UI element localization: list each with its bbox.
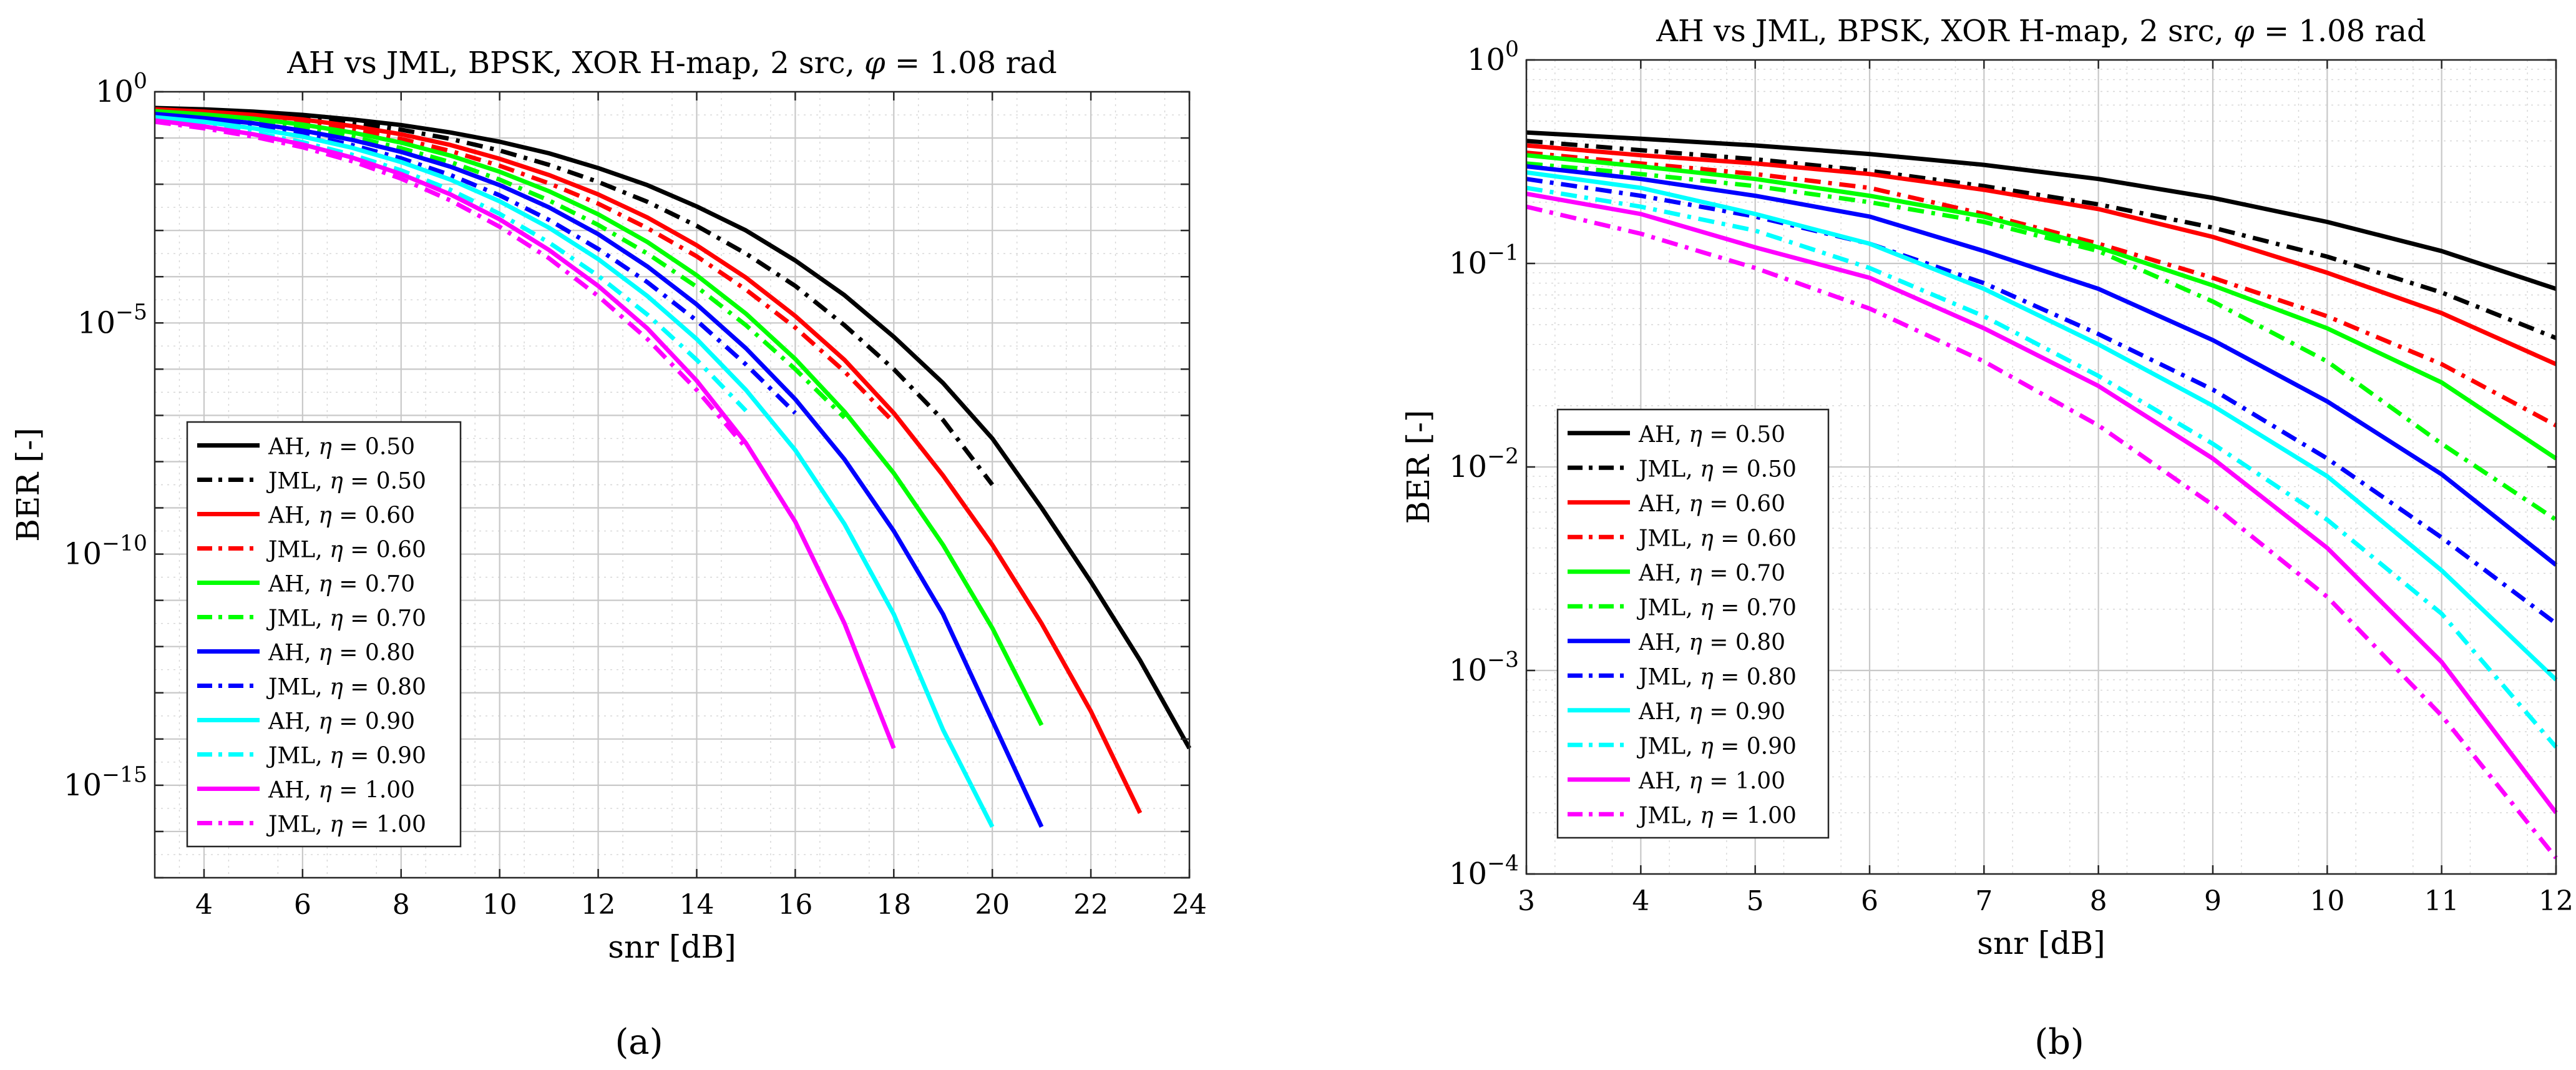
legend-entry: AH, η = 1.00 [1638,768,1785,794]
legend-entry: JML, η = 0.60 [1636,526,1797,551]
legend-entry: JML, η = 0.80 [266,675,426,700]
x-tick-label: 6 [1861,885,1878,917]
axis-ticks [1525,59,2557,875]
legend-box [186,421,462,848]
series-line-ah-050 [1526,130,2557,292]
y-tick-label: 10−5 [77,300,147,341]
x-tick-label: 10 [2310,885,2344,917]
legend-entry: AH, η = 0.70 [1638,561,1785,586]
x-tick-label: 7 [1975,885,1993,917]
series-line-ah-100 [154,118,896,749]
x-tick-label: 22 [1073,889,1108,921]
series-line-ah-090 [154,115,995,828]
y-axis-label: BER [-] [10,428,46,542]
panel-b-caption: (b) [2034,1022,2084,1063]
x-axis-label: snr [dB] [1977,925,2105,961]
x-tick-label: 12 [581,889,616,921]
legend-entry: JML, η = 0.90 [266,744,426,769]
legend-entry: AH, η = 0.90 [1638,699,1785,725]
series-line-ah-060 [1526,143,2557,366]
x-tick-label: 5 [1747,885,1764,917]
legend-entry: AH, η = 1.00 [268,778,415,803]
series-line-jml-080 [1526,177,2558,626]
y-tick-label: 100 [95,69,147,109]
x-tick-label: 24 [1172,889,1207,921]
legend-entry: JML, η = 0.80 [1636,664,1797,690]
legend-entry: AH, η = 0.80 [1638,630,1785,655]
legend-entry: AH, η = 0.80 [268,641,415,666]
series-line-jml-090 [154,117,748,413]
series-line-jml-090 [1526,185,2558,749]
series-line-jml-100 [154,119,748,449]
legend-entry: JML, η = 0.70 [1636,595,1797,621]
legend: AH, η = 0.50 JML, η = 0.50 AH, η = 0.60 JML… [1556,408,1830,839]
legend-entry: JML, η = 0.90 [1636,734,1797,759]
minor-grid [155,92,1189,878]
y-tick-label: 10−1 [1449,240,1519,281]
legend-entry: JML, η = 0.70 [266,606,426,632]
y-tick-label: 10−15 [64,762,147,803]
x-tick-label: 16 [778,889,812,921]
series-line-ah-060 [154,107,1143,814]
axes-box [154,91,1191,879]
chart-panel-a: 4 6 8 10 12 14 16 18 20 22 24 100 10−5 10−10 10−15 AH v… [10,46,1207,965]
series-line-ah-090 [1526,170,2558,682]
y-tick-label: 10−3 [1449,647,1519,688]
series-line-ah-070 [1526,153,2557,461]
series-line-jml-060 [154,108,895,424]
x-tick-label: 20 [975,889,1010,921]
x-axis-label: snr [dB] [608,929,736,965]
x-tick-label: 11 [2424,885,2459,917]
legend-entry: AH, η = 0.60 [1638,491,1785,517]
x-tick-label: 18 [876,889,911,921]
legend-entry: AH, η = 0.50 [268,434,415,460]
y-tick-label: 100 [1467,37,1519,77]
legend-entry: JML, η = 1.00 [266,812,426,838]
legend-entry: JML, η = 0.60 [266,537,426,563]
series-line-jml-050 [154,106,994,486]
y-tick-label: 10−4 [1449,851,1519,891]
series-line-ah-100 [1526,191,2558,815]
chart-title: AH vs JML, BPSK, XOR H-map, 2 src, φ = 1… [286,46,1056,81]
series-line-ah-070 [154,109,1044,727]
x-tick-label: 8 [2090,885,2107,917]
legend-entry: AH, η = 0.90 [268,709,415,735]
x-tick-label: 8 [393,889,410,921]
x-tick-label: 9 [2204,885,2222,917]
axis-ticks [155,91,1191,879]
x-tick-label: 4 [195,889,213,921]
x-tick-label: 10 [482,889,517,921]
series-lines [154,106,1192,828]
panel-a-caption: (a) [615,1022,663,1063]
x-tick-label: 6 [294,889,311,921]
legend: AH, η = 0.50 JML, η = 0.50 AH, η = 0.60 JML… [186,421,462,848]
chart-panel-b: 3 4 5 6 7 8 9 10 11 12 100 10−1 10−2 10−3 10−4 AH vs JM… [1400,14,2574,961]
series-lines [1526,130,2558,860]
x-tick-label: 4 [1632,885,1649,917]
legend-entry: AH, η = 0.70 [268,572,415,597]
series-line-jml-060 [1526,150,2557,428]
series-line-ah-080 [1526,164,2558,567]
legend-entry: AH, η = 0.50 [1638,422,1785,448]
legend-box [1556,408,1830,839]
series-line-ah-080 [154,112,1044,828]
x-tick-label: 3 [1518,885,1535,917]
x-tick-label: 12 [2539,885,2574,917]
legend-entry: AH, η = 0.60 [268,503,415,529]
x-tick-label: 14 [679,889,714,921]
legend-entry: JML, η = 0.50 [266,469,426,494]
y-tick-label: 10−2 [1449,444,1519,484]
legend-entry: JML, η = 0.50 [1636,456,1797,482]
chart-title: AH vs JML, BPSK, XOR H-map, 2 src, φ = 1… [1656,14,2426,49]
series-line-jml-100 [1526,204,2558,860]
y-tick-label: 10−10 [64,531,147,572]
series-line-ah-050 [154,106,1192,750]
y-axis-label: BER [-] [1400,410,1437,524]
legend-entry: JML, η = 1.00 [1636,803,1797,828]
